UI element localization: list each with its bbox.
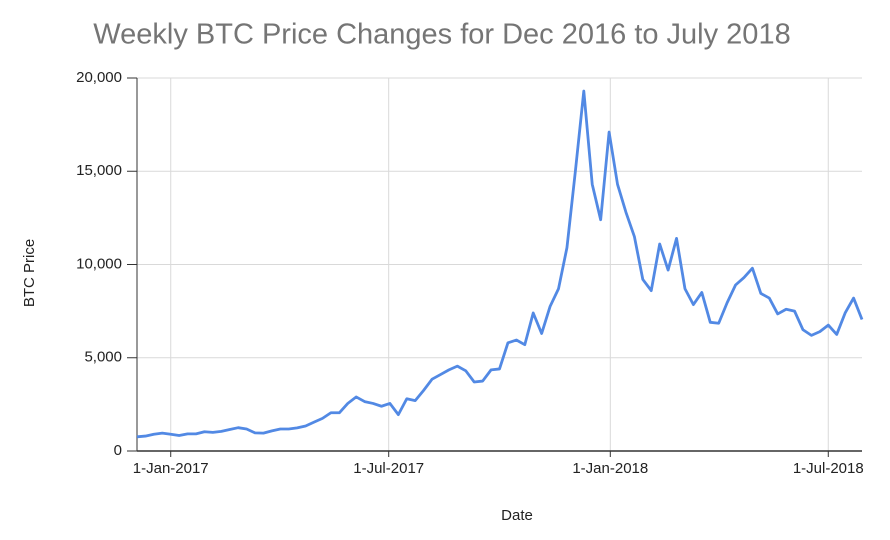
- x-tick-label: 1-Jan-2017: [133, 460, 209, 477]
- x-tick-label: 1-Jul-2018: [793, 460, 864, 477]
- y-tick-label: 0: [114, 442, 122, 459]
- y-tick-label: 15,000: [76, 162, 122, 179]
- data-line: [136, 89, 864, 439]
- y-tick-label: 10,000: [76, 255, 122, 272]
- y-tick-label: 5,000: [84, 349, 122, 366]
- chart-title: Weekly BTC Price Changes for Dec 2016 to…: [93, 19, 790, 51]
- y-axis-title: BTC Price: [21, 239, 38, 307]
- x-axis-title: Date: [501, 507, 533, 524]
- x-tick-label: 1-Jan-2018: [572, 460, 648, 477]
- x-tick-label: 1-Jul-2017: [353, 460, 424, 477]
- y-tick-label: 20,000: [76, 69, 122, 86]
